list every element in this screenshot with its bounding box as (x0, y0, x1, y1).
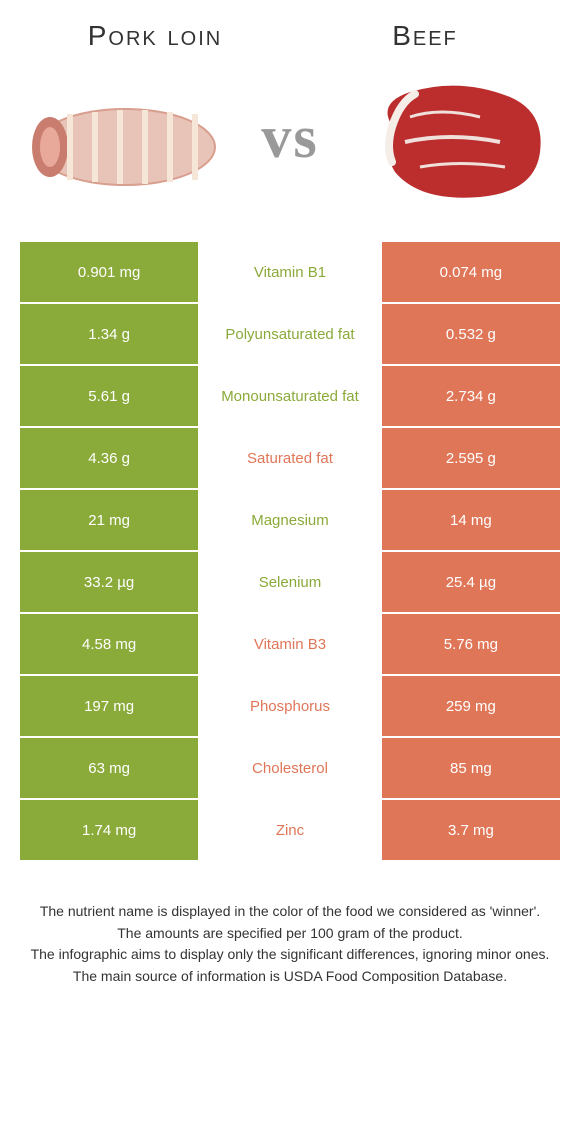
left-value: 0.901 mg (20, 242, 198, 302)
right-value: 85 mg (382, 738, 560, 798)
nutrient-label: Vitamin B1 (198, 242, 382, 302)
footer-line: The main source of information is USDA F… (20, 967, 560, 987)
nutrient-row: 4.58 mgVitamin B35.76 mg (20, 614, 560, 674)
nutrient-table: 0.901 mgVitamin B10.074 mg1.34 gPolyunsa… (0, 242, 580, 860)
right-value: 2.734 g (382, 366, 560, 426)
nutrient-row: 1.34 gPolyunsaturated fat0.532 g (20, 304, 560, 364)
nutrient-label: Magnesium (198, 490, 382, 550)
right-value: 259 mg (382, 676, 560, 736)
nutrient-label: Polyunsaturated fat (198, 304, 382, 364)
nutrient-row: 197 mgPhosphorus259 mg (20, 676, 560, 736)
header-row: Pork loin Beef (0, 0, 580, 52)
nutrient-label: Selenium (198, 552, 382, 612)
vs-label: vs (261, 103, 318, 172)
left-value: 21 mg (20, 490, 198, 550)
footer-line: The nutrient name is displayed in the co… (20, 902, 560, 922)
left-value: 4.36 g (20, 428, 198, 488)
nutrient-row: 4.36 gSaturated fat2.595 g (20, 428, 560, 488)
images-row: vs (0, 52, 580, 242)
left-food-title: Pork loin (20, 20, 290, 52)
footer-line: The infographic aims to display only the… (20, 945, 560, 965)
left-value: 63 mg (20, 738, 198, 798)
right-value: 25.4 µg (382, 552, 560, 612)
left-value: 33.2 µg (20, 552, 198, 612)
left-value: 1.74 mg (20, 800, 198, 860)
footer-notes: The nutrient name is displayed in the co… (0, 862, 580, 986)
nutrient-row: 21 mgMagnesium14 mg (20, 490, 560, 550)
left-value: 1.34 g (20, 304, 198, 364)
nutrient-row: 5.61 gMonounsaturated fat2.734 g (20, 366, 560, 426)
nutrient-label: Zinc (198, 800, 382, 860)
nutrient-label: Vitamin B3 (198, 614, 382, 674)
beef-image (350, 62, 560, 212)
right-value: 5.76 mg (382, 614, 560, 674)
nutrient-row: 1.74 mgZinc3.7 mg (20, 800, 560, 860)
right-value: 14 mg (382, 490, 560, 550)
left-value: 4.58 mg (20, 614, 198, 674)
pork-loin-image (20, 62, 230, 212)
left-value: 197 mg (20, 676, 198, 736)
left-value: 5.61 g (20, 366, 198, 426)
right-food-title: Beef (290, 20, 560, 52)
nutrient-label: Cholesterol (198, 738, 382, 798)
nutrient-label: Monounsaturated fat (198, 366, 382, 426)
right-value: 3.7 mg (382, 800, 560, 860)
nutrient-row: 63 mgCholesterol85 mg (20, 738, 560, 798)
right-value: 0.074 mg (382, 242, 560, 302)
footer-line: The amounts are specified per 100 gram o… (20, 924, 560, 944)
nutrient-label: Phosphorus (198, 676, 382, 736)
nutrient-row: 0.901 mgVitamin B10.074 mg (20, 242, 560, 302)
right-value: 0.532 g (382, 304, 560, 364)
right-value: 2.595 g (382, 428, 560, 488)
nutrient-row: 33.2 µgSelenium25.4 µg (20, 552, 560, 612)
nutrient-label: Saturated fat (198, 428, 382, 488)
